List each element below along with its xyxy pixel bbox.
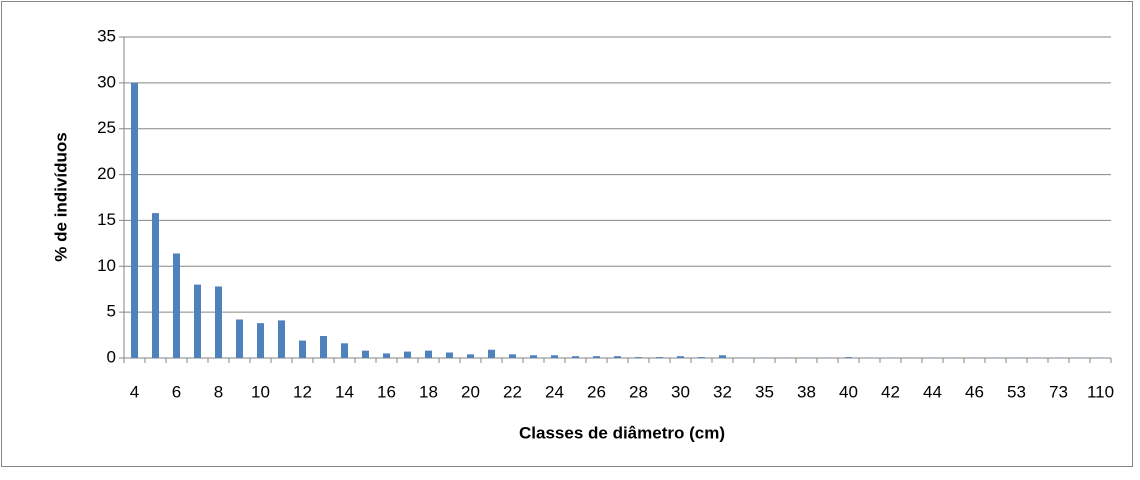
x-tick-label: 30 [671,382,690,401]
y-tick-label: 5 [107,302,116,321]
bar [467,354,474,358]
y-tick-label: 0 [107,347,116,366]
bar [425,351,432,358]
x-tick-label: 110 [1087,382,1114,401]
x-tick-label: 18 [419,382,438,401]
bar [530,355,537,358]
y-tick-label: 10 [97,256,116,275]
x-tick-label: 26 [587,382,606,401]
x-tick-label: 73 [1049,382,1068,401]
bar [341,343,348,358]
bar [131,83,138,358]
bar [446,352,453,358]
bar [215,286,222,358]
bar [320,336,327,358]
x-tick-label: 24 [545,382,564,401]
bar [488,350,495,358]
x-tick-label: 22 [503,382,522,401]
bar [299,341,306,358]
bar [572,356,579,358]
bar [593,356,600,358]
bar [656,357,663,358]
bar [698,357,705,358]
bar [257,323,264,358]
x-tick-label: 35 [755,382,774,401]
x-tick-label: 44 [923,382,942,401]
x-tick-label: 38 [797,382,816,401]
y-tick-label: 30 [97,72,116,91]
x-tick-label: 28 [629,382,648,401]
bar [362,351,369,358]
y-tick-label: 35 [97,26,116,45]
x-tick-label: 42 [881,382,900,401]
x-tick-label: 32 [713,382,732,401]
bar [278,320,285,358]
y-tick-label: 20 [97,164,116,183]
x-tick-label: 16 [377,382,396,401]
bar [509,354,516,358]
x-tick-label: 6 [172,382,181,401]
x-tick-label: 46 [965,382,984,401]
bar [236,319,243,358]
x-tick-label: 8 [214,382,223,401]
x-tick-label: 10 [251,382,270,401]
y-tick-label: 25 [97,118,116,137]
x-tick-label: 12 [293,382,312,401]
bar [404,352,411,358]
bar [383,353,390,358]
x-tick-label: 20 [461,382,480,401]
bar [614,356,621,358]
bar [152,213,159,358]
y-tick-label: 15 [97,210,116,229]
y-axis-title: % de indivíduos [51,132,70,261]
bar [551,355,558,358]
bar [194,285,201,358]
x-axis-title: Classes de diâmetro (cm) [519,423,725,442]
x-tick-label: 40 [839,382,858,401]
bar [845,357,852,358]
bar [719,355,726,358]
bar [173,253,180,358]
bar [635,357,642,358]
x-tick-label: 14 [335,382,354,401]
x-tick-label: 4 [130,382,139,401]
bar [677,356,684,358]
x-tick-label: 53 [1007,382,1026,401]
